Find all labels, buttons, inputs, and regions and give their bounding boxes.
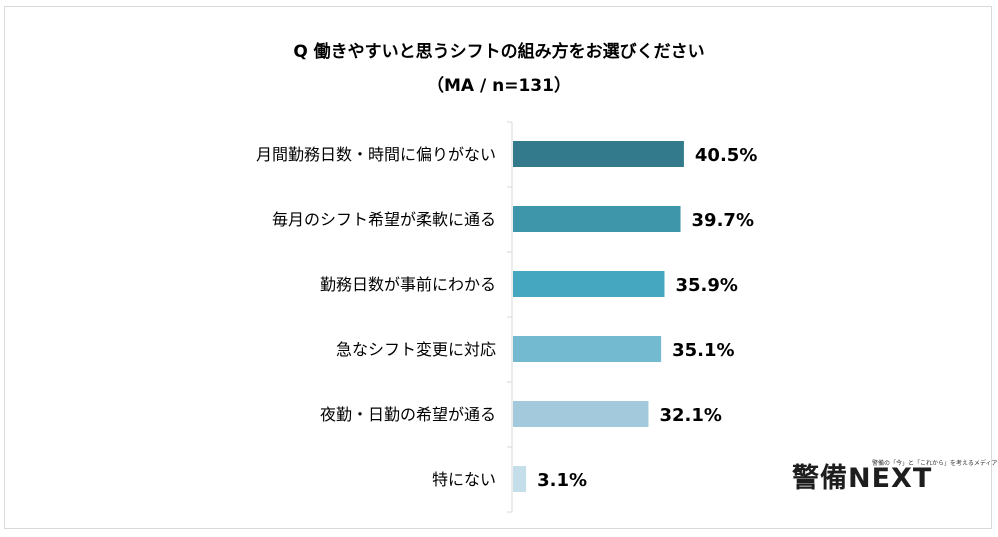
category-label: 勤務日数が事前にわかる [320, 275, 496, 294]
logo-main-text: 警備 [792, 463, 848, 494]
data-label: 40.5% [695, 145, 757, 166]
data-label: 3.1% [537, 470, 587, 491]
category-label: 急なシフト変更に対応 [336, 340, 496, 359]
category-label: 特にない [432, 470, 496, 489]
bar [513, 206, 681, 232]
bar [513, 141, 684, 167]
bar [513, 401, 649, 427]
data-label: 39.7% [692, 210, 754, 231]
logo-tagline: 警備の「今」と「これから」を考えるメディア [872, 460, 998, 467]
chart-subtitle: （MA / n=131） [427, 76, 571, 96]
category-label: 月間勤務日数・時間に偏りがない [256, 145, 496, 164]
category-label: 夜勤・日勤の希望が通る [320, 405, 496, 424]
category-label: 毎月のシフト希望が柔軟に通る [272, 210, 496, 229]
data-label: 32.1% [659, 405, 721, 426]
chart-title: Q 働きやすいと思うシフトの組み方をお選びください [293, 42, 705, 62]
logo-next-text: NEXT [848, 463, 933, 494]
bar [513, 466, 527, 492]
data-label: 35.9% [675, 275, 737, 296]
bar [513, 336, 662, 362]
brand-logo: 警備の「今」と「これから」を考えるメディア 警備NEXT [792, 458, 997, 498]
logo-wordmark: 警備NEXT [792, 464, 932, 494]
bar [513, 271, 665, 297]
data-label: 35.1% [672, 340, 734, 361]
chart-frame [4, 6, 992, 529]
